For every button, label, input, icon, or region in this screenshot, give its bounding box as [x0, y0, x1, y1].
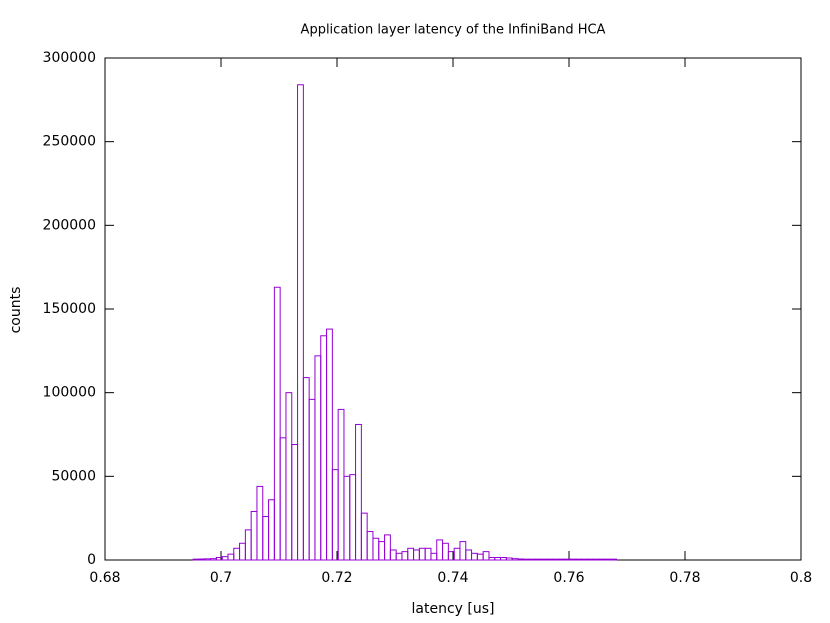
- y-tick-label: 100000: [43, 385, 96, 401]
- x-tick-label: 0.7: [210, 570, 232, 586]
- bar: [198, 558, 206, 561]
- bar: [233, 547, 241, 561]
- x-tick-label: 0.74: [437, 570, 468, 586]
- y-axis-label: counts: [8, 287, 24, 334]
- bar: [262, 515, 270, 561]
- bar: [569, 558, 577, 561]
- bar: [349, 474, 357, 561]
- bar: [401, 551, 409, 561]
- bar: [355, 423, 362, 561]
- bar: [424, 547, 432, 561]
- bar: [418, 547, 426, 561]
- bar: [326, 328, 333, 561]
- bar: [482, 551, 490, 561]
- bar: [523, 558, 531, 561]
- bar: [337, 408, 345, 561]
- bar: [331, 469, 339, 561]
- bar: [587, 558, 594, 561]
- bar: [273, 286, 281, 561]
- bar: [285, 392, 293, 561]
- bar: [343, 475, 351, 561]
- bar: [575, 558, 583, 561]
- y-tick-label: 250000: [43, 134, 96, 150]
- y-tick-label: 200000: [43, 217, 96, 233]
- x-tick-label: 0.8: [790, 570, 812, 586]
- bar: [227, 553, 235, 561]
- bar: [256, 485, 264, 561]
- bar: [610, 558, 618, 561]
- bar: [459, 541, 467, 561]
- bar: [436, 539, 444, 561]
- bar: [413, 549, 420, 561]
- bar: [268, 499, 275, 561]
- bar: [476, 553, 484, 561]
- bar: [302, 377, 310, 561]
- bar: [297, 84, 304, 561]
- bar: [517, 558, 525, 561]
- bar: [360, 512, 368, 561]
- bar: [407, 547, 415, 561]
- bar: [505, 557, 513, 561]
- bar: [471, 552, 478, 561]
- bar: [500, 556, 507, 561]
- bar: [494, 556, 502, 561]
- bar: [314, 355, 322, 561]
- y-tick-label: 50000: [51, 468, 96, 484]
- bar: [430, 552, 438, 561]
- x-tick-label: 0.76: [553, 570, 584, 586]
- bar: [511, 558, 519, 561]
- bar: [465, 549, 473, 561]
- bar: [378, 541, 386, 561]
- x-axis-label: latency [us]: [412, 601, 495, 617]
- y-tick-label: 300000: [43, 50, 96, 66]
- bar: [320, 335, 328, 561]
- x-tick-label: 0.72: [321, 570, 352, 586]
- bar: [250, 510, 258, 561]
- bar: [210, 558, 217, 561]
- bar: [239, 542, 246, 561]
- bar: [192, 558, 200, 561]
- bar: [488, 556, 496, 561]
- y-tick-label: 0: [87, 552, 96, 568]
- x-tick-label: 0.68: [89, 570, 120, 586]
- plot-border: [104, 57, 802, 561]
- bar: [546, 558, 554, 561]
- bar: [366, 531, 374, 561]
- bar: [552, 558, 560, 561]
- bar: [395, 552, 403, 561]
- bar: [558, 558, 565, 561]
- bar: [529, 558, 536, 561]
- bar: [204, 558, 212, 561]
- bar: [453, 547, 461, 561]
- bar: [279, 437, 287, 561]
- bar: [244, 529, 252, 561]
- bar: [389, 549, 397, 561]
- bar: [592, 558, 600, 561]
- bar: [581, 558, 589, 561]
- bar: [604, 558, 612, 561]
- bar: [221, 556, 229, 561]
- bar: [291, 444, 299, 561]
- bar: [442, 542, 449, 561]
- bar: [308, 398, 316, 561]
- bar: [534, 558, 542, 561]
- chart-title: Application layer latency of the InfiniB…: [301, 23, 606, 38]
- bar: [540, 558, 548, 561]
- bar: [372, 537, 380, 561]
- bar: [598, 558, 606, 561]
- bar: [384, 534, 391, 561]
- bar: [563, 558, 571, 561]
- x-tick-label: 0.78: [669, 570, 700, 586]
- y-tick-label: 150000: [43, 301, 96, 317]
